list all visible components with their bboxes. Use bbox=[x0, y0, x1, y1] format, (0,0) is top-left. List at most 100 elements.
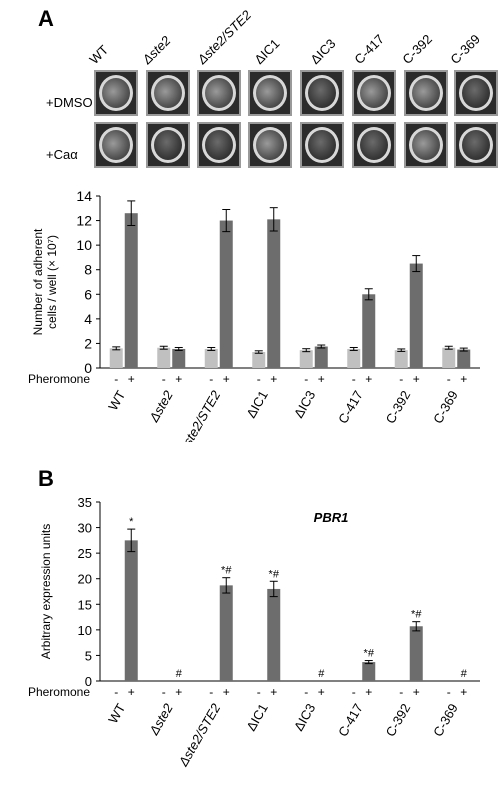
y-tick-label: 5 bbox=[85, 648, 92, 663]
well-image bbox=[300, 122, 344, 168]
photo-col-label: C-369 bbox=[447, 31, 484, 67]
bar bbox=[347, 348, 361, 368]
well-rim bbox=[202, 127, 236, 163]
pheromone-sign-label: - bbox=[304, 685, 308, 699]
y-tick-label: 10 bbox=[78, 623, 92, 638]
significance-annotation: *# bbox=[269, 568, 280, 580]
panel-a-letter: A bbox=[38, 6, 54, 31]
pheromone-sign-label: + bbox=[413, 685, 420, 699]
y-tick-label: 0 bbox=[85, 674, 92, 689]
y-tick-label: 0 bbox=[84, 360, 92, 376]
category-label: Δste2/STE2 bbox=[175, 700, 224, 769]
pheromone-sign-label: - bbox=[114, 685, 118, 699]
category-label: C-369 bbox=[430, 388, 461, 426]
pheromone-sign-label: - bbox=[209, 685, 213, 699]
well-rim bbox=[99, 75, 133, 111]
well-image bbox=[404, 122, 448, 168]
y-tick-label: 35 bbox=[78, 495, 92, 510]
pheromone-sign-label: + bbox=[460, 372, 467, 386]
pheromone-sign-label: - bbox=[399, 372, 403, 386]
bar bbox=[219, 585, 233, 681]
photo-col-label: Δste2/STE2 bbox=[194, 7, 255, 68]
bar bbox=[267, 588, 281, 681]
y-tick-label: 15 bbox=[78, 597, 92, 612]
photo-col-label: Δste2 bbox=[139, 32, 174, 67]
bar bbox=[299, 350, 313, 368]
pheromone-sign-label: - bbox=[447, 685, 451, 699]
bar bbox=[157, 347, 171, 368]
well-rim bbox=[151, 75, 185, 111]
pheromone-sign-label: - bbox=[352, 685, 356, 699]
well-image bbox=[146, 70, 190, 116]
y-axis-label: Arbitrary expression units bbox=[39, 524, 53, 659]
well-rim bbox=[459, 75, 493, 111]
photo-col-label: C-392 bbox=[399, 31, 436, 67]
category-label: ΔIC1 bbox=[243, 701, 270, 734]
well-image bbox=[352, 122, 396, 168]
row-label-dmso: +DMSO bbox=[46, 95, 93, 110]
photo-col-label: C-417 bbox=[351, 31, 388, 67]
well-rim bbox=[202, 75, 236, 111]
significance-annotation: *# bbox=[221, 565, 232, 577]
pheromone-sign-label: - bbox=[209, 372, 213, 386]
bar bbox=[267, 219, 281, 368]
bar bbox=[394, 350, 408, 368]
category-label: Δste2 bbox=[146, 387, 177, 425]
panel-b-letter: B bbox=[38, 466, 54, 491]
well-image bbox=[248, 70, 292, 116]
well-image bbox=[248, 122, 292, 168]
y-tick-label: 30 bbox=[78, 521, 92, 536]
well-image bbox=[197, 122, 241, 168]
well-rim bbox=[305, 127, 339, 163]
well-image bbox=[454, 70, 498, 116]
row-label-ca-alpha: +Caα bbox=[46, 147, 78, 162]
y-tick-label: 14 bbox=[76, 188, 92, 204]
well-image bbox=[300, 70, 344, 116]
chart-a-adherence: 0 2 4 6 8 10 12 14 Number of adherent cells / wel… bbox=[28, 188, 480, 442]
significance-annotation: # bbox=[176, 668, 183, 680]
y-tick-label: 25 bbox=[78, 546, 92, 561]
significance-annotation: *# bbox=[411, 609, 422, 621]
pheromone-sign-label: + bbox=[460, 685, 467, 699]
chart-b-pbr1-expression: 0 5 10 15 20 25 30 35 Arbitrary expression units… bbox=[28, 495, 480, 769]
well-rim bbox=[253, 75, 287, 111]
y-tick-label: 2 bbox=[84, 335, 92, 351]
pheromone-sign-label: + bbox=[175, 372, 182, 386]
bar bbox=[252, 352, 266, 368]
bar bbox=[172, 348, 186, 368]
photo-col-label: ΔIC3 bbox=[307, 35, 339, 67]
well-rim bbox=[409, 127, 443, 163]
y-tick-label: 10 bbox=[76, 237, 92, 253]
pheromone-sign-label: + bbox=[365, 685, 372, 699]
bar bbox=[362, 294, 376, 368]
category-label: C-392 bbox=[383, 388, 414, 426]
y-tick-label: 20 bbox=[78, 572, 92, 587]
well-rim bbox=[99, 127, 133, 163]
pheromone-sign-label: - bbox=[257, 685, 261, 699]
bar bbox=[409, 263, 423, 368]
category-label: WT bbox=[105, 388, 128, 413]
bar bbox=[314, 346, 328, 368]
pheromone-sign-label: - bbox=[162, 372, 166, 386]
well-rim bbox=[253, 127, 287, 163]
well-rim bbox=[357, 75, 391, 111]
bar bbox=[109, 348, 123, 368]
chart-title: PBR1 bbox=[314, 510, 349, 525]
well-image bbox=[94, 122, 138, 168]
category-label: ΔIC1 bbox=[243, 388, 270, 421]
significance-annotation: # bbox=[461, 668, 468, 680]
category-label: ΔIC3 bbox=[291, 388, 318, 421]
pheromone-sign-label: + bbox=[128, 372, 135, 386]
category-label: Δste2/STE2 bbox=[175, 387, 224, 442]
category-label: WT bbox=[105, 701, 128, 726]
well-image bbox=[404, 70, 448, 116]
y-tick-label: 12 bbox=[76, 213, 92, 229]
category-label: ΔIC3 bbox=[291, 701, 318, 734]
bar bbox=[124, 540, 138, 681]
significance-annotation: *# bbox=[364, 648, 375, 660]
pheromone-sign-label: + bbox=[223, 685, 230, 699]
pheromone-sign-label: + bbox=[270, 685, 277, 699]
photo-col-label: WT bbox=[86, 42, 112, 67]
well-rim bbox=[459, 127, 493, 163]
pheromone-sign-label: - bbox=[162, 685, 166, 699]
